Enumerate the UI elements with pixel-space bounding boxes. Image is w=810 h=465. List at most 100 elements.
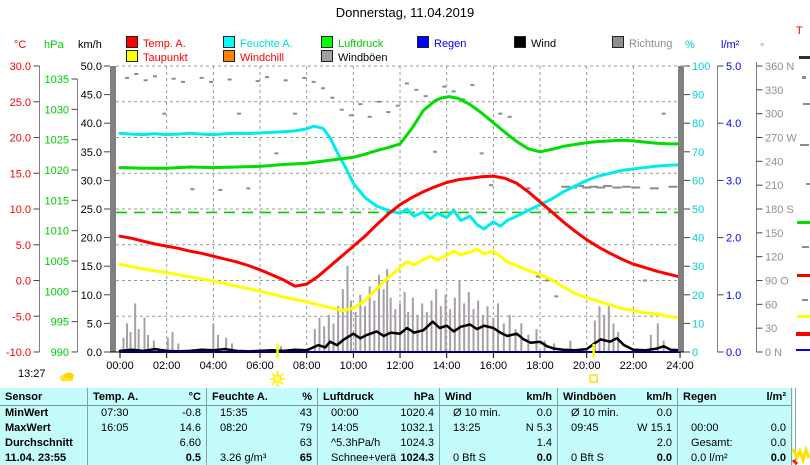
direction-label: 30: [765, 323, 777, 335]
direction-dot: [255, 80, 260, 83]
table-cell-row: 13:25 N 5.3: [440, 421, 557, 436]
direction-label: 60: [765, 299, 777, 311]
direction-dot: [631, 186, 641, 189]
pressure-label: 1015: [45, 195, 69, 207]
table-cell-row-text: [558, 436, 571, 451]
pressure-label: 1025: [45, 135, 69, 147]
table-cell-row: 0 Bft S 0.0: [440, 451, 557, 465]
axis-unit-direction: °: [760, 42, 765, 54]
temp-label: 10.0: [10, 204, 31, 216]
direction-dot: [208, 80, 213, 83]
table-row-label-text: Durchschnitt: [5, 437, 73, 449]
table-header-sensor-text: Sensor: [5, 391, 43, 403]
legend-item-wind: Wind: [514, 36, 556, 50]
axis-unit-wind: km/h: [78, 39, 102, 51]
time-label: 00:00: [106, 360, 134, 372]
direction-label: 330: [765, 85, 783, 97]
direction-dot: [414, 88, 419, 91]
time-label: 24:00: [666, 360, 694, 372]
table-header-value: °C: [188, 391, 201, 403]
sun-ray: [279, 381, 284, 386]
table-column-feuchte-a-: Feuchte A.% 15:35 43 08:20 79 63 3.26 g/m³ 65: [207, 388, 318, 465]
temp-label: 20.0: [10, 133, 31, 145]
edge-fragment: [799, 56, 810, 59]
table-cell-row: 07:30 -0.8: [88, 406, 206, 421]
edge-fragment: [800, 144, 809, 146]
legend-label: Regen: [434, 38, 467, 50]
table-cell-row-text: [207, 436, 220, 451]
time-label: 02:00: [153, 360, 181, 372]
humidity-label: 50: [692, 204, 704, 216]
wind-label: 35.0: [81, 147, 102, 159]
direction-label: 120: [765, 252, 783, 264]
table-header-value: km/h: [526, 391, 552, 403]
edge-fragment: [796, 349, 810, 351]
table-cell-row: 09:45 W 15.1: [558, 421, 677, 436]
sunshine-duration-label: 13:27: [18, 368, 46, 380]
rain-label: 1.0: [726, 290, 741, 302]
table-header: Luftdruck hPa: [318, 389, 439, 406]
humidity-label: 60: [692, 175, 704, 187]
table-cell-row-value: -0.8: [182, 407, 201, 419]
legend-item-windb-en: Windböen: [321, 50, 388, 64]
direction-dot: [649, 187, 659, 190]
direction-dot: [246, 187, 251, 190]
table-cell-row-value: 1024.3: [400, 437, 434, 449]
pressure-label: 1010: [45, 226, 69, 238]
table-header-sensor: Sensor: [0, 389, 87, 406]
table-cell-row-value: 65: [299, 452, 312, 464]
direction-dot: [621, 185, 631, 188]
table-header-value: %: [302, 391, 312, 403]
direction-label: 360 N: [765, 61, 794, 73]
pressure-label: 1000: [45, 286, 69, 298]
axis-unit-humidity: %: [685, 39, 695, 51]
table-cell-row-value: 0.0: [770, 452, 786, 464]
direction-dot: [442, 85, 447, 88]
direction-dot: [404, 82, 409, 85]
wind-label: 25.0: [81, 204, 102, 216]
table-cell-row-text: [88, 451, 101, 465]
legend-label: Windchill: [240, 52, 285, 64]
direction-dot: [561, 185, 571, 188]
next-panel-axis-label: T: [796, 25, 803, 37]
table-cell-row-value: 1.4: [536, 437, 552, 449]
table-header-text: Temp. A.: [93, 391, 139, 403]
humidity-label: 10: [692, 318, 704, 330]
direction-dot: [432, 150, 437, 153]
legend-item-windchill: Windchill: [223, 50, 285, 64]
direction-dot: [498, 112, 503, 115]
time-label: 12:00: [386, 360, 414, 372]
direction-dot: [227, 78, 232, 81]
direction-dot: [302, 76, 307, 79]
table-cell-row-text: 15:35: [220, 407, 248, 419]
table-cell-row: Schnee+verä 1024.3: [318, 451, 439, 465]
time-label: 16:00: [480, 360, 508, 372]
direction-dot: [152, 75, 157, 78]
sun-ray: [271, 372, 276, 377]
time-label: 10:00: [340, 360, 368, 372]
axis-unit-rain: l/m²: [721, 39, 740, 51]
direction-label: 180 S: [765, 204, 794, 216]
table-cell-row-value: 0.0: [656, 407, 672, 419]
table-cell-row-value: 0.0: [536, 452, 552, 464]
left-axis-bar: [110, 66, 116, 352]
table-column-luftdruck: Luftdruck hPa 00:00 1020.4 14:05 1032.1 ^5.3hP…: [318, 388, 440, 465]
legend-swatch: [223, 50, 235, 62]
table-cell-row: Ø 10 min. 0.0: [440, 406, 557, 421]
legend-label: Taupunkt: [143, 52, 188, 64]
table-cell-row-text: [440, 436, 453, 451]
direction-dot: [134, 72, 139, 75]
table-column-temp-a-: Temp. A. °C 07:30 -0.8 16:05 14.6 6.60 0.5: [88, 388, 207, 465]
sunrise-sun-icon: [269, 371, 286, 387]
direction-dot: [162, 112, 167, 115]
wind-direction-dots: [124, 72, 678, 298]
direction-dot: [582, 186, 592, 189]
table-cell-row-value: 6.60: [179, 437, 201, 449]
direction-dot: [180, 80, 185, 83]
table-cell-row: Gesamt: 0.0: [678, 436, 791, 451]
direction-dot: [292, 112, 297, 115]
table-row-label: MaxWert: [0, 421, 87, 436]
direction-dot: [358, 103, 363, 106]
direction-label: 300: [765, 109, 783, 121]
